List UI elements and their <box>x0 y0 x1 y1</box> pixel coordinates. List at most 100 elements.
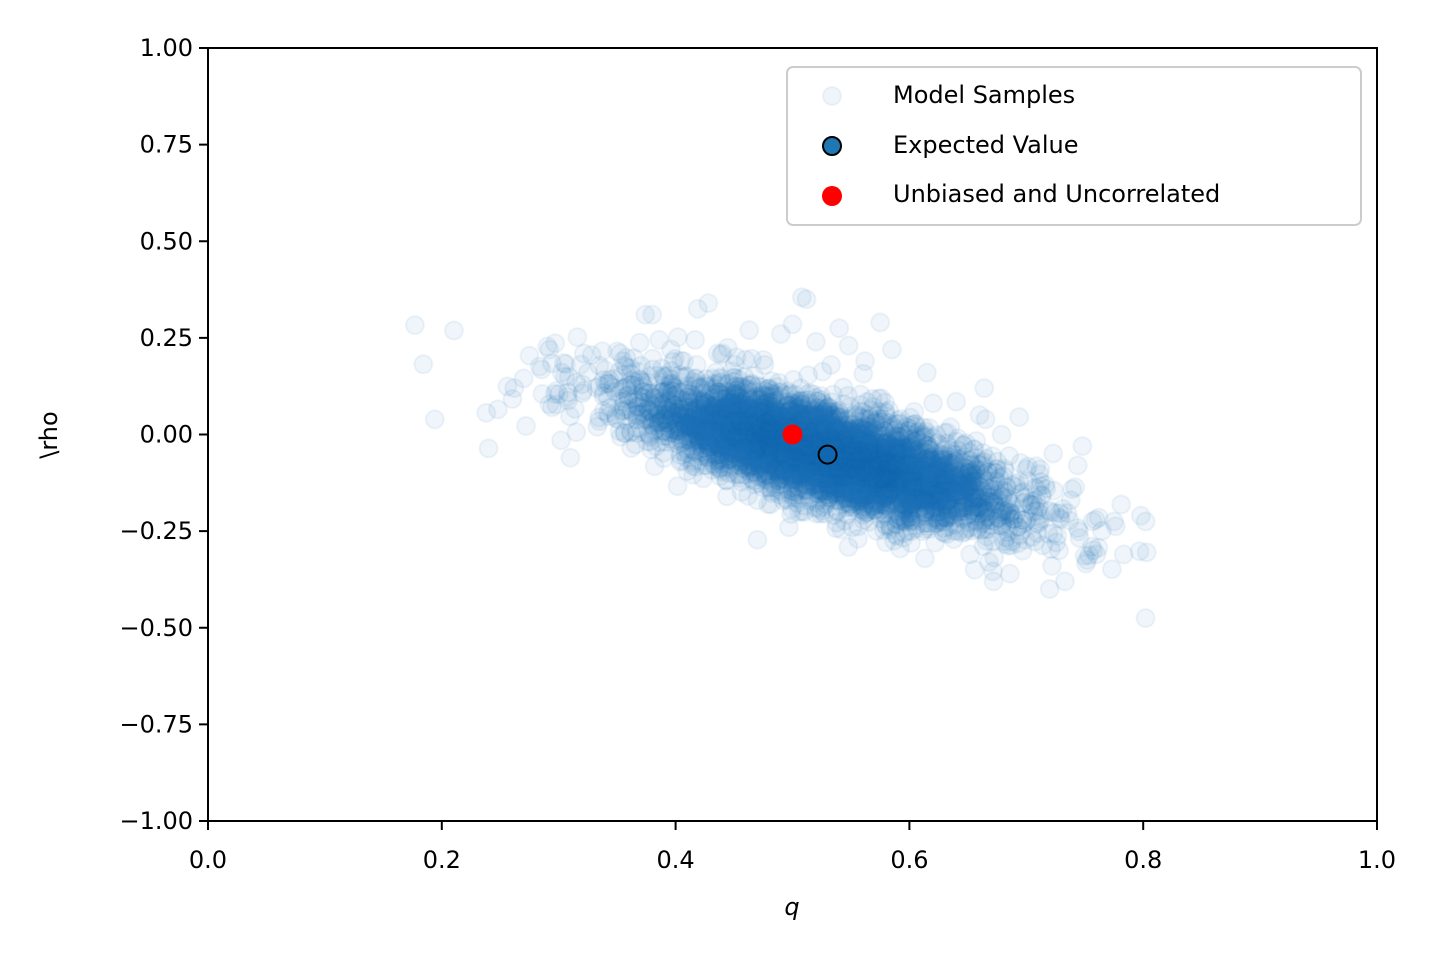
model-sample-point <box>666 378 687 399</box>
model-sample-point <box>780 444 801 465</box>
model-sample-point <box>953 492 974 512</box>
model-sample-point <box>741 436 762 457</box>
model-sample-point <box>889 441 910 462</box>
model-sample-point <box>869 466 890 487</box>
model-sample-point <box>592 341 613 362</box>
model-sample-point <box>982 446 1003 467</box>
model-sample-point <box>859 473 880 494</box>
model-sample-point <box>757 416 778 437</box>
model-sample-point <box>774 449 795 470</box>
model-sample-point <box>745 412 766 433</box>
model-sample-point <box>947 452 968 473</box>
model-sample-point <box>817 475 838 496</box>
model-sample-point <box>862 440 883 461</box>
model-sample-point <box>864 448 885 469</box>
model-sample-point <box>879 495 900 516</box>
model-sample-point <box>760 420 781 441</box>
model-sample-point <box>902 438 923 459</box>
model-sample-point <box>886 471 907 491</box>
model-sample-point <box>992 480 1013 501</box>
model-sample-point <box>800 470 821 491</box>
model-sample-point <box>747 529 768 550</box>
model-sample-point <box>1088 537 1109 558</box>
model-sample-point <box>884 450 905 471</box>
model-sample-point <box>854 461 875 482</box>
model-sample-point <box>823 466 844 487</box>
model-sample-point <box>754 458 775 479</box>
model-sample-point <box>849 466 870 487</box>
model-sample-point <box>755 399 776 420</box>
model-sample-point <box>900 502 921 523</box>
model-sample-point <box>735 435 756 456</box>
model-sample-point <box>593 382 614 403</box>
model-sample-point <box>859 470 880 491</box>
model-sample-point <box>752 436 773 457</box>
model-sample-point <box>985 494 1006 515</box>
model-sample-point <box>725 453 746 474</box>
model-sample-point <box>1069 527 1090 548</box>
model-sample-point <box>876 457 897 478</box>
model-sample-point <box>926 473 947 494</box>
model-sample-point <box>863 474 884 495</box>
model-sample-point <box>864 432 885 453</box>
model-sample-point <box>736 400 757 421</box>
model-sample-point <box>829 466 850 487</box>
model-sample-point <box>720 417 741 438</box>
model-sample-point <box>805 419 826 440</box>
model-sample-point <box>710 407 731 428</box>
model-sample-point <box>932 472 953 493</box>
model-sample-point <box>988 507 1009 528</box>
model-sample-point <box>653 442 674 463</box>
model-sample-point <box>1005 476 1026 497</box>
model-sample-point <box>903 477 924 498</box>
model-sample-point <box>930 467 951 488</box>
model-sample-point <box>926 490 947 511</box>
model-sample-point <box>918 488 938 509</box>
model-sample-point <box>878 484 899 504</box>
model-sample-point <box>965 459 986 480</box>
model-sample-point <box>844 424 865 445</box>
model-sample-point <box>633 382 654 402</box>
model-sample-point <box>736 435 757 456</box>
model-sample-point <box>924 464 945 485</box>
model-sample-point <box>857 502 878 523</box>
model-sample-point <box>735 399 756 420</box>
model-sample-point <box>656 399 677 420</box>
model-sample-point <box>672 432 693 453</box>
model-sample-point <box>831 466 852 487</box>
model-sample-point <box>917 480 938 501</box>
model-sample-point <box>806 390 827 411</box>
model-sample-point <box>914 548 935 569</box>
model-sample-point <box>888 509 909 530</box>
model-sample-point <box>779 444 800 465</box>
model-sample-point <box>870 473 891 494</box>
model-sample-point <box>880 471 901 492</box>
model-sample-point <box>741 348 762 369</box>
model-sample-point <box>861 456 882 477</box>
model-sample-point <box>746 472 767 493</box>
model-sample-point <box>938 454 959 475</box>
model-sample-point <box>721 361 742 382</box>
model-sample-point <box>915 421 936 442</box>
model-sample-point <box>1001 531 1022 552</box>
model-sample-point <box>905 463 926 484</box>
model-sample-point <box>764 397 785 418</box>
model-sample-point <box>708 373 729 393</box>
model-sample-point <box>682 410 702 431</box>
model-sample-point <box>777 451 798 472</box>
model-sample-point <box>985 497 1006 517</box>
model-sample-point <box>539 339 560 360</box>
model-sample-point <box>975 409 996 430</box>
model-sample-point <box>836 424 857 445</box>
model-sample-point <box>669 414 690 435</box>
model-sample-point <box>833 485 854 506</box>
model-sample-point <box>684 392 705 413</box>
model-sample-point <box>750 415 771 436</box>
model-sample-point <box>880 457 901 478</box>
model-sample-point <box>737 428 758 449</box>
model-sample-point <box>928 480 949 501</box>
model-sample-point <box>854 419 875 440</box>
model-sample-point <box>502 389 523 409</box>
model-sample-point <box>761 439 782 460</box>
